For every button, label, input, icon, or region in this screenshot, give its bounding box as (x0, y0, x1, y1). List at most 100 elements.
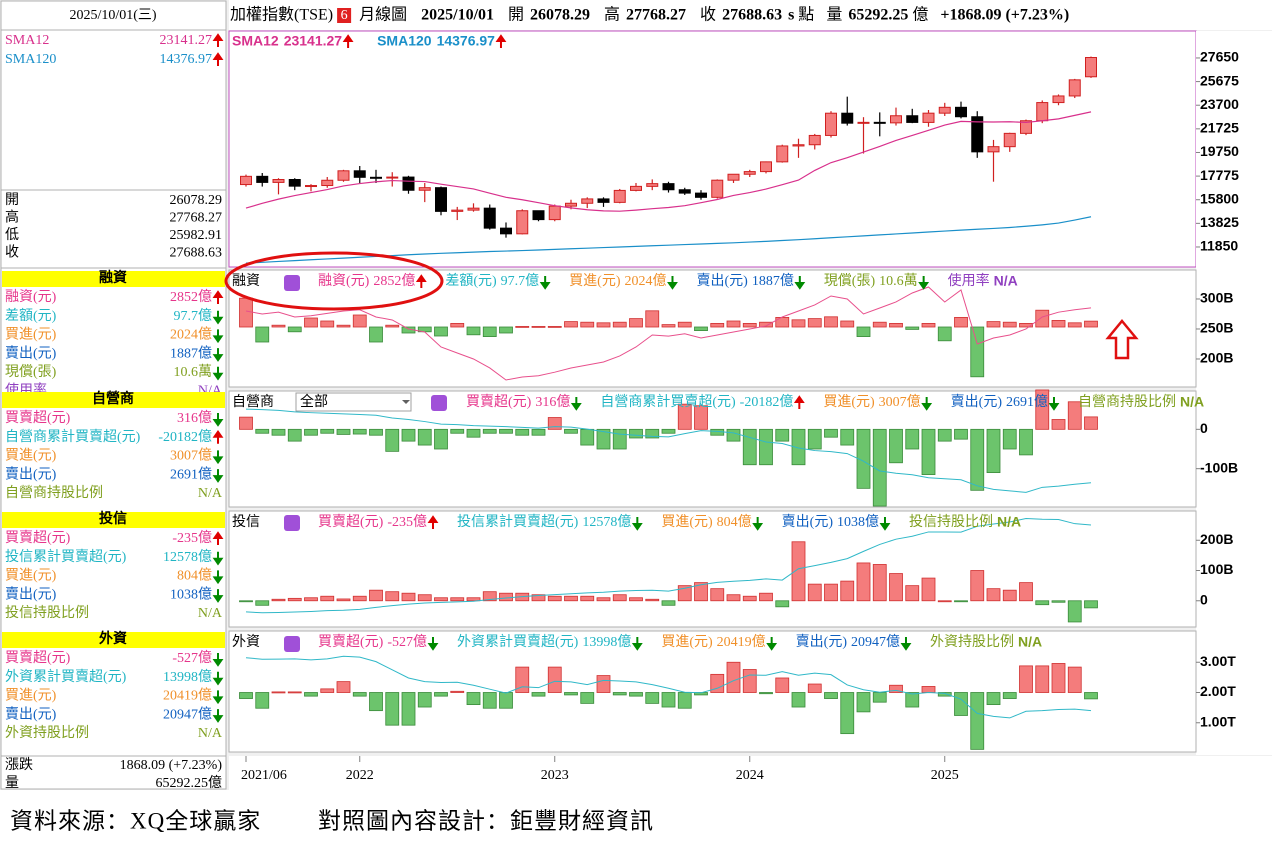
y-tick-label: 0 (1200, 591, 1208, 607)
candle-body (402, 176, 415, 191)
bar (499, 428, 513, 434)
bar (1002, 428, 1017, 450)
candle-body (418, 187, 431, 191)
list-icon[interactable] (284, 515, 300, 531)
volume-unit: 億 (208, 775, 222, 791)
trend-arrow (212, 348, 224, 362)
bar (320, 428, 335, 434)
candle-body (662, 183, 675, 191)
bar (564, 692, 578, 696)
highlight-arrow (1105, 319, 1139, 360)
panel-title: 自營商 (232, 394, 274, 410)
bar (482, 692, 497, 709)
candle-body (337, 170, 350, 181)
bar (921, 577, 936, 602)
y-tick-label: 15800 (1200, 190, 1239, 206)
bar (1002, 589, 1017, 602)
ohlc-value: 27688.63 (170, 246, 223, 261)
bar (1084, 320, 1098, 328)
bar (580, 428, 595, 446)
candle-body (711, 179, 724, 198)
candle-body (1068, 79, 1081, 97)
sidebar-label: 外資持股比例 (5, 725, 89, 741)
sidebar-label: 投信累計買賣超(元) (5, 549, 127, 565)
bar (775, 316, 790, 328)
candle-body (467, 207, 480, 211)
sidebar-value: -20182億 (158, 429, 212, 445)
sidebar-label: 賣出(元) (5, 706, 57, 722)
panel-title: 投信 (232, 514, 260, 530)
bar (661, 692, 676, 708)
legend-label: 買進(元) (661, 514, 713, 530)
bar (271, 598, 286, 602)
bar (499, 592, 513, 602)
bar (401, 428, 416, 442)
bar (434, 692, 448, 697)
sidebar-label: 買進(元) (5, 327, 57, 343)
y-tick-label: 1.00T (1200, 713, 1236, 729)
candle-body (321, 179, 334, 187)
trend-arrow (212, 429, 224, 444)
bar (239, 692, 253, 699)
sidebar-value: 1038億 (170, 586, 212, 602)
legend-name: SMA120 (377, 33, 432, 49)
trend-arrow (921, 397, 933, 411)
sidebar-value: 97.7億 (174, 308, 213, 324)
period: 月線圖 (359, 6, 407, 24)
legend-value: 1887億 (752, 273, 794, 289)
candle-body (305, 185, 317, 188)
bar (970, 326, 985, 378)
bar (450, 690, 465, 693)
bar (1035, 665, 1050, 693)
bar (612, 692, 627, 696)
section-header (2, 512, 225, 528)
list-icon[interactable] (431, 395, 447, 411)
bar (986, 428, 1001, 474)
bar (1067, 666, 1082, 693)
candle-body (776, 145, 789, 163)
y-tick-label: 0 (1200, 420, 1208, 436)
bar (954, 428, 968, 440)
bar (937, 428, 952, 442)
legend-value: 14376.97 (437, 33, 496, 49)
sidebar-label: 買進(元) (5, 448, 57, 464)
bar (612, 321, 627, 328)
candle-body (500, 227, 512, 235)
dropdown-arrow (402, 400, 410, 404)
bar (1051, 600, 1066, 603)
legend-label: 投信累計買賣超(元) (457, 514, 579, 530)
bar (482, 428, 497, 434)
bar (694, 326, 708, 331)
section-title: 外資 (99, 630, 127, 647)
legend-value: -527億 (387, 634, 427, 650)
bar (499, 692, 513, 709)
candle-body (873, 121, 886, 124)
candle-body (857, 121, 870, 124)
panel-title: 外資 (232, 634, 260, 650)
bar (1067, 401, 1082, 430)
legend-label: 投信持股比例 (909, 514, 993, 530)
sidebar-value: N/A (198, 606, 223, 621)
list-icon[interactable] (284, 636, 300, 652)
y-tick-label: 25675 (1200, 72, 1239, 88)
bar (304, 597, 318, 602)
bar (580, 321, 595, 328)
legend-value: 1038億 (837, 514, 879, 530)
filter-dropdown[interactable] (295, 392, 412, 412)
legend-label: 融資(元) (318, 273, 370, 289)
sidebar-label: 買賣超(元) (5, 650, 71, 666)
ohlc-label: 開 (5, 193, 19, 208)
sidebar-label: 投信持股比例 (5, 605, 89, 621)
bar (1002, 692, 1017, 699)
bar (856, 562, 871, 602)
bar (677, 692, 692, 709)
candle-body (1020, 120, 1032, 134)
bar (1051, 319, 1066, 328)
list-icon[interactable] (284, 275, 300, 291)
trend-arrow (1048, 397, 1060, 411)
bar (255, 692, 270, 709)
bar (629, 692, 643, 697)
y-tick-label: 19750 (1200, 143, 1239, 159)
bar (856, 692, 871, 713)
x-tick-label: 2021/06 (241, 768, 287, 783)
